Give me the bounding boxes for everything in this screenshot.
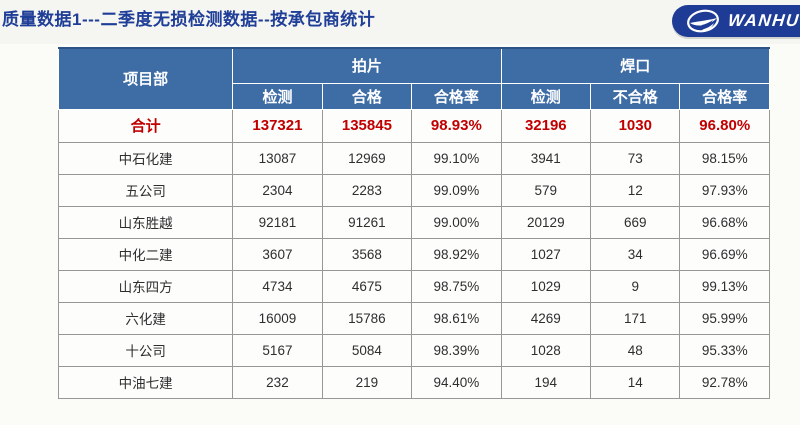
cell-film-inspected: 232 [232,365,323,399]
table-row: 中油七建 232 219 94.40% 194 14 92.78% [57,365,770,399]
cell-film-qualified: 4675 [321,269,413,303]
cell-film-qualified: 91261 [321,205,413,239]
col-header-weld-pass-rate: 合格率 [679,82,770,110]
cell-film-pass-rate: 98.39% [411,333,502,367]
cell-film-pass-rate: 98.92% [411,237,502,271]
cell-weld-unqualified: 171 [590,301,681,335]
total-row-label: 合计 [57,108,234,143]
table-row: 山东四方 4734 4675 98.75% 1029 9 99.13% [57,269,770,303]
cell-weld-unqualified: 12 [590,173,681,207]
col-header-project: 项目部 [57,47,234,110]
cell-film-inspected: 16009 [232,301,323,335]
cell-film-inspected: 92181 [232,205,323,239]
cell-film-pass-rate: 98.61% [411,301,502,335]
col-header-film-inspected: 检测 [232,82,323,110]
header-sub-row: 检测 合格 合格率 检测 不合格 合格率 [59,82,770,110]
cell-film-pass-rate: 94.40% [411,365,502,399]
col-header-film-pass-rate: 合格率 [411,82,502,110]
col-header-film-qualified: 合格 [321,82,413,110]
cell-weld-pass-rate: 96.69% [679,237,770,271]
cell-film-qualified: 2283 [321,173,413,207]
row-label: 中石化建 [57,141,234,175]
header-group-row: 项目部 拍片 焊口 [57,47,771,110]
row-label: 山东胜越 [57,205,234,239]
table-row: 中化二建 3607 3568 98.92% 1027 34 96.69% [57,237,770,271]
page-title: 质量数据1---二季度无损检测数据--按承包商统计 [2,10,376,29]
logo-wordmark: WANHU [727,11,800,30]
cell-weld-inspected: 20129 [500,205,592,239]
row-label: 六化建 [57,301,234,335]
cell-weld-unqualified: 9 [590,269,681,303]
row-label: 五公司 [57,173,234,207]
total-weld-inspected: 32196 [500,108,592,143]
cell-weld-unqualified: 48 [590,333,681,367]
cell-weld-unqualified: 669 [590,205,681,239]
total-weld-pass-rate: 96.80% [679,108,770,143]
cell-film-qualified: 12969 [321,141,413,175]
cell-film-inspected: 3607 [232,237,323,271]
total-film-pass-rate: 98.93% [411,108,502,143]
company-logo: WANHU [672,5,800,37]
cell-weld-unqualified: 34 [590,237,681,271]
table-row: 五公司 2304 2283 99.09% 579 12 97.93% [57,173,770,207]
cell-film-qualified: 15786 [321,301,413,335]
col-header-weld-unqualified: 不合格 [590,82,681,110]
table-row: 中石化建 13087 12969 99.10% 3941 73 98.15% [57,141,770,175]
cell-weld-pass-rate: 92.78% [679,365,770,399]
total-weld-unqualified: 1030 [590,108,681,143]
cell-weld-unqualified: 14 [590,365,681,399]
cell-film-pass-rate: 99.09% [411,173,502,207]
cell-film-qualified: 3568 [321,237,413,271]
table-row: 六化建 16009 15786 98.61% 4269 171 95.99% [57,301,770,335]
cell-weld-inspected: 3941 [500,141,592,175]
cell-film-pass-rate: 99.00% [411,205,502,239]
quality-data-table-wrap: 项目部 拍片 焊口 检测 合格 合格率 检测 不合格 合格率 合计 137321… [57,47,771,399]
cell-film-qualified: 219 [321,365,413,399]
cell-weld-pass-rate: 95.99% [679,301,770,335]
col-group-weld: 焊口 [500,47,771,84]
row-label: 中化二建 [57,237,234,271]
cell-weld-pass-rate: 99.13% [679,269,770,303]
total-row: 合计 137321 135845 98.93% 32196 1030 96.80… [57,108,770,143]
row-label: 山东四方 [57,269,234,303]
cell-weld-unqualified: 73 [590,141,681,175]
total-film-qualified: 135845 [321,108,413,143]
col-group-film: 拍片 [232,47,502,84]
row-label: 中油七建 [57,365,234,399]
table-row: 山东胜越 92181 91261 99.00% 20129 669 96.68% [57,205,770,239]
swoosh-logo-icon [687,9,719,33]
table-row: 十公司 5167 5084 98.39% 1028 48 95.33% [57,333,770,367]
cell-weld-inspected: 4269 [500,301,592,335]
row-label: 十公司 [57,333,234,367]
cell-weld-pass-rate: 96.68% [679,205,770,239]
total-film-inspected: 137321 [232,108,323,143]
quality-data-table: 项目部 拍片 焊口 检测 合格 合格率 检测 不合格 合格率 合计 137321… [57,47,771,399]
cell-film-pass-rate: 98.75% [411,269,502,303]
col-header-weld-inspected: 检测 [500,82,592,110]
cell-film-inspected: 5167 [232,333,323,367]
cell-weld-pass-rate: 95.33% [679,333,770,367]
cell-weld-inspected: 579 [500,173,592,207]
cell-weld-inspected: 1029 [500,269,592,303]
cell-weld-inspected: 194 [500,365,592,399]
cell-film-qualified: 5084 [321,333,413,367]
cell-weld-inspected: 1028 [500,333,592,367]
cell-weld-pass-rate: 97.93% [679,173,770,207]
top-bar [0,0,800,44]
cell-film-inspected: 2304 [232,173,323,207]
cell-film-inspected: 4734 [232,269,323,303]
cell-weld-pass-rate: 98.15% [679,141,770,175]
cell-film-inspected: 13087 [232,141,323,175]
cell-weld-inspected: 1027 [500,237,592,271]
cell-film-pass-rate: 99.10% [411,141,502,175]
